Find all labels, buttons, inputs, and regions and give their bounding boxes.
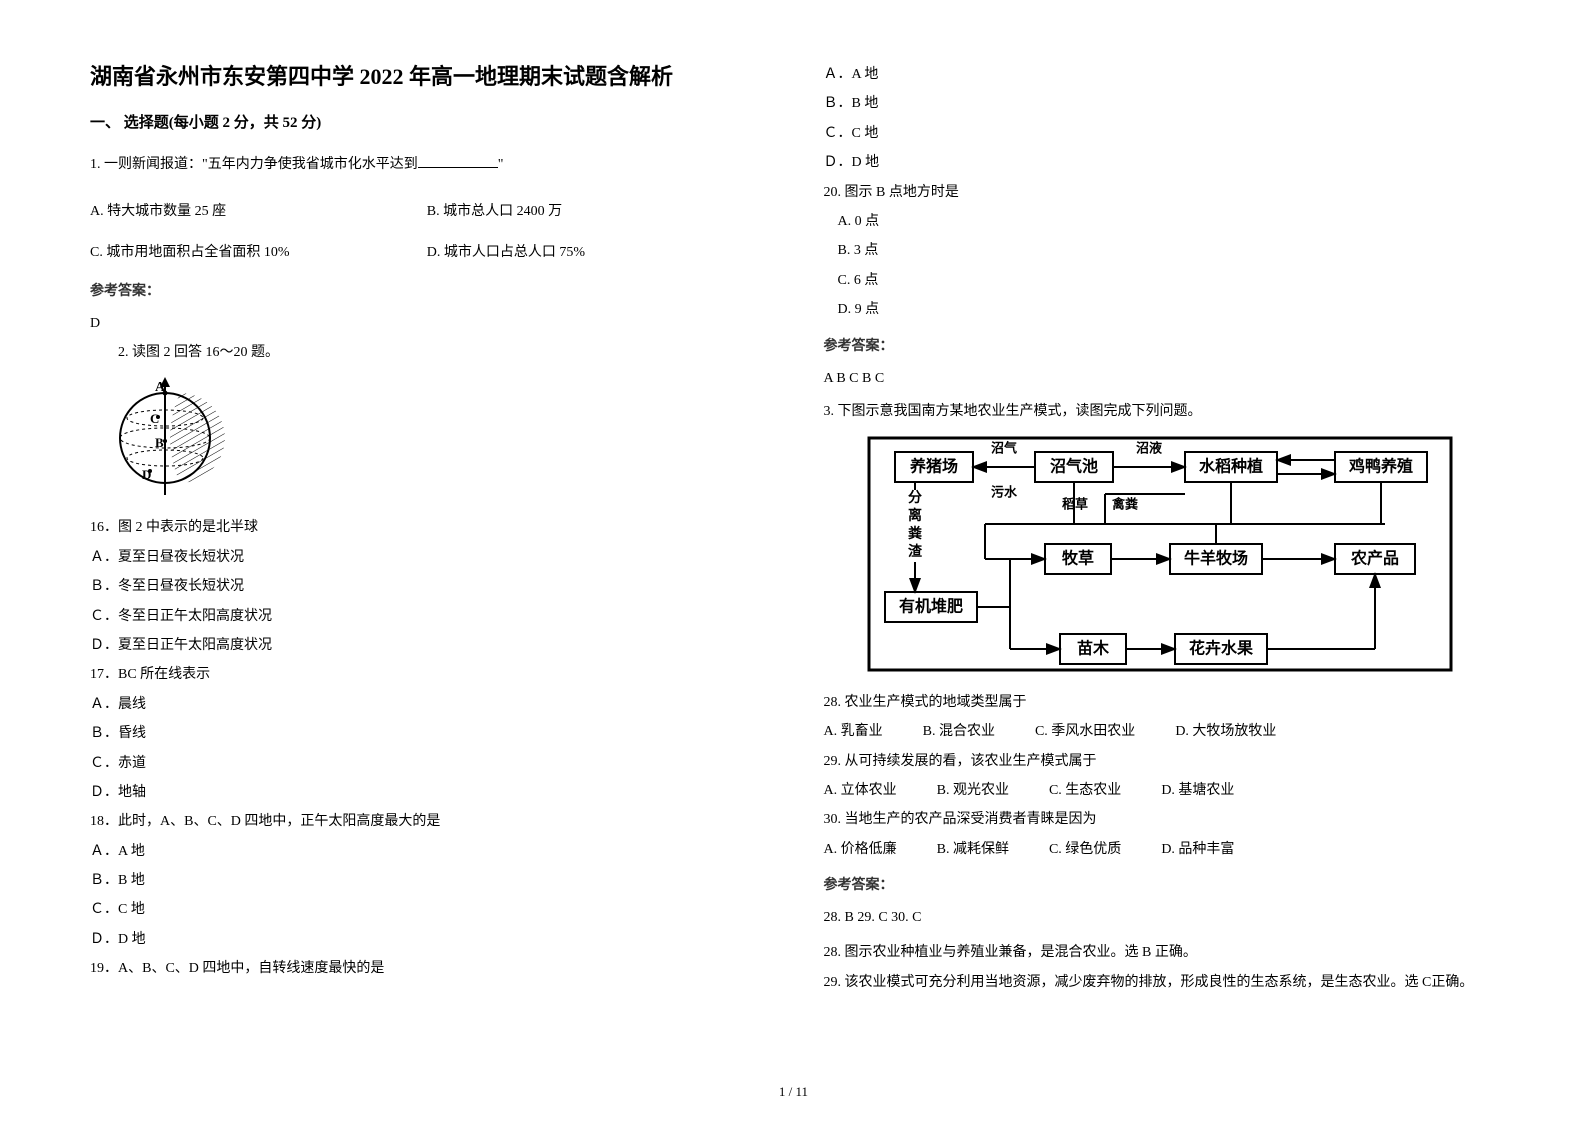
q1-opt-c: C. 城市用地面积占全省面积 10% <box>90 236 427 270</box>
q20-b: B. 3 点 <box>838 236 1498 265</box>
q30-a: A. 价格低廉 <box>824 835 897 864</box>
section-1-header: 一、 选择题(每小题 2 分，共 52 分) <box>90 111 764 132</box>
q1-opt-b: B. 城市总人口 2400 万 <box>427 195 764 229</box>
q29-stem: 29. 从可持续发展的看，该农业生产模式属于 <box>824 747 1498 776</box>
label-separate-4: 渣 <box>908 543 923 559</box>
q30-b: B. 减耗保鲜 <box>937 835 1009 864</box>
q16-a: Ａ．夏至日昼夜长短状况 <box>90 543 764 572</box>
q20-a: A. 0 点 <box>838 207 1498 236</box>
q19-c: Ｃ．C 地 <box>824 119 1498 148</box>
label-biogas-gas: 沼气 <box>991 440 1017 455</box>
right-column: Ａ．A 地 Ｂ．B 地 Ｃ．C 地 Ｄ．D 地 20. 图示 B 点地方时是 A… <box>824 60 1498 1040</box>
q28-d: D. 大牧场放牧业 <box>1175 717 1276 746</box>
globe-label-b: B <box>155 435 164 450</box>
node-rice-label: 水稻种植 <box>1199 456 1263 475</box>
q16-stem: 16．图 2 中表示的是北半球 <box>90 513 764 542</box>
globe-point-d <box>148 469 152 473</box>
q30-d: D. 品种丰富 <box>1161 835 1234 864</box>
label-separate-3: 粪 <box>908 525 922 541</box>
node-grass-label: 牧草 <box>1062 548 1094 567</box>
q16-d: Ｄ．夏至日正午太阳高度状况 <box>90 631 764 660</box>
q28-b: B. 混合农业 <box>923 717 995 746</box>
q1-stem-tail: " <box>498 157 504 172</box>
q28-stem: 28. 农业生产模式的地域类型属于 <box>824 688 1498 717</box>
q16-c: Ｃ．冬至日正午太阳高度状况 <box>90 602 764 631</box>
q29-d: D. 基塘农业 <box>1161 776 1234 805</box>
node-cattle-label: 牛羊牧场 <box>1184 548 1248 567</box>
q1-opt-a: A. 特大城市数量 25 座 <box>90 195 427 229</box>
label-separate-1: 分 <box>908 489 922 505</box>
page-number: 1 / 11 <box>0 1084 1587 1100</box>
left-column: 湖南省永州市东安第四中学 2022 年高一地理期末试题含解析 一、 选择题(每小… <box>90 60 764 1040</box>
q19-a: Ａ．A 地 <box>824 60 1498 89</box>
q1-opt-d: D. 城市人口占总人口 75% <box>427 236 764 270</box>
q28-opts: A. 乳畜业 B. 混合农业 C. 季风水田农业 D. 大牧场放牧业 <box>824 717 1498 746</box>
answer-header-3: 参考答案： <box>824 874 1498 894</box>
answer-header-1: 参考答案： <box>90 280 764 300</box>
node-seedling-label: 苗木 <box>1077 638 1110 657</box>
q1-stem-text: 1. 一则新闻报道："五年内力争使我省城市化水平达到 <box>90 157 418 172</box>
node-products-label: 农产品 <box>1350 548 1399 567</box>
q17-a: Ａ．晨线 <box>90 690 764 719</box>
q3-stem: 3. 下图示意我国南方某地农业生产模式，读图完成下列问题。 <box>824 397 1498 426</box>
q29-b: B. 观光农业 <box>937 776 1009 805</box>
q16-b: Ｂ．冬至日昼夜长短状况 <box>90 572 764 601</box>
q1-options-row2: C. 城市用地面积占全省面积 10% D. 城市人口占总人口 75% <box>90 236 764 270</box>
q30-stem: 30. 当地生产的农产品深受消费者青睐是因为 <box>824 805 1498 834</box>
q19-b: Ｂ．B 地 <box>824 89 1498 118</box>
globe-night-hatch <box>170 393 225 483</box>
flow-diagram: 养猪场 沼气池 水稻种植 鸡鸭养殖 牧草 牛羊牧场 农产品 有机堆肥 苗木 花卉… <box>865 434 1455 674</box>
q30-opts: A. 价格低廉 B. 减耗保鲜 C. 绿色优质 D. 品种丰富 <box>824 835 1498 864</box>
q18-d: Ｄ．D 地 <box>90 925 764 954</box>
q29-c: C. 生态农业 <box>1049 776 1121 805</box>
label-manure: 禽粪 <box>1111 496 1138 511</box>
q20-stem: 20. 图示 B 点地方时是 <box>824 178 1498 207</box>
globe-point-c <box>156 415 160 419</box>
q17-b: Ｂ．昏线 <box>90 719 764 748</box>
q18-b: Ｂ．B 地 <box>90 866 764 895</box>
q19-stem: 19．A、B、C、D 四地中，自转线速度最快的是 <box>90 954 764 983</box>
node-biogas-label: 沼气池 <box>1050 456 1098 475</box>
q1-answer: D <box>90 310 764 338</box>
q29-a: A. 立体农业 <box>824 776 897 805</box>
label-biogas-liquid: 沼液 <box>1136 440 1162 455</box>
q1-stem: 1. 一则新闻报道："五年内力争使我省城市化水平达到 " <box>90 150 764 181</box>
spacer <box>90 185 764 195</box>
q1-options-row1: A. 特大城市数量 25 座 B. 城市总人口 2400 万 <box>90 195 764 229</box>
q28-a: A. 乳畜业 <box>824 717 883 746</box>
globe-point-a <box>163 391 168 396</box>
q18-stem: 18．此时，A、B、C、D 四地中，正午太阳高度最大的是 <box>90 807 764 836</box>
q28-30-answer: 28. B 29. C 30. C <box>824 904 1498 932</box>
q19-d: Ｄ．D 地 <box>824 148 1498 177</box>
node-compost-label: 有机堆肥 <box>899 596 963 615</box>
page-content: 湖南省永州市东安第四中学 2022 年高一地理期末试题含解析 一、 选择题(每小… <box>90 60 1497 1040</box>
answer-header-2: 参考答案： <box>824 335 1498 355</box>
expl-28: 28. 图示农业种植业与养殖业兼备，是混合农业。选 B 正确。 <box>824 938 1498 967</box>
globe-figure: A C B D <box>110 373 230 503</box>
node-ducks-label: 鸡鸭养殖 <box>1348 456 1413 475</box>
q20-c: C. 6 点 <box>838 266 1498 295</box>
q2-stem: 2. 读图 2 回答 16～20 题。 <box>118 338 764 367</box>
q20-d: D. 9 点 <box>838 295 1498 324</box>
expl-29: 29. 该农业模式可充分利用当地资源，减少废弃物的排放，形成良性的生态系统，是生… <box>824 968 1498 997</box>
globe-point-b <box>163 439 167 443</box>
q17-stem: 17．BC 所在线表示 <box>90 660 764 689</box>
blank-line <box>418 167 498 168</box>
q30-c: C. 绿色优质 <box>1049 835 1121 864</box>
node-flowers-label: 花卉水果 <box>1189 638 1253 657</box>
q29-opts: A. 立体农业 B. 观光农业 C. 生态农业 D. 基塘农业 <box>824 776 1498 805</box>
q18-c: Ｃ．C 地 <box>90 895 764 924</box>
q16-20-answer: A B C B C <box>824 365 1498 393</box>
q17-d: Ｄ．地轴 <box>90 778 764 807</box>
spacer <box>90 228 764 236</box>
label-sewage: 污水 <box>991 484 1018 499</box>
label-separate-2: 离 <box>908 507 922 523</box>
node-pigfarm-label: 养猪场 <box>909 456 958 475</box>
page-title: 湖南省永州市东安第四中学 2022 年高一地理期末试题含解析 <box>90 60 764 93</box>
q28-c: C. 季风水田农业 <box>1035 717 1135 746</box>
q17-c: Ｃ．赤道 <box>90 749 764 778</box>
q18-a: Ａ．A 地 <box>90 837 764 866</box>
